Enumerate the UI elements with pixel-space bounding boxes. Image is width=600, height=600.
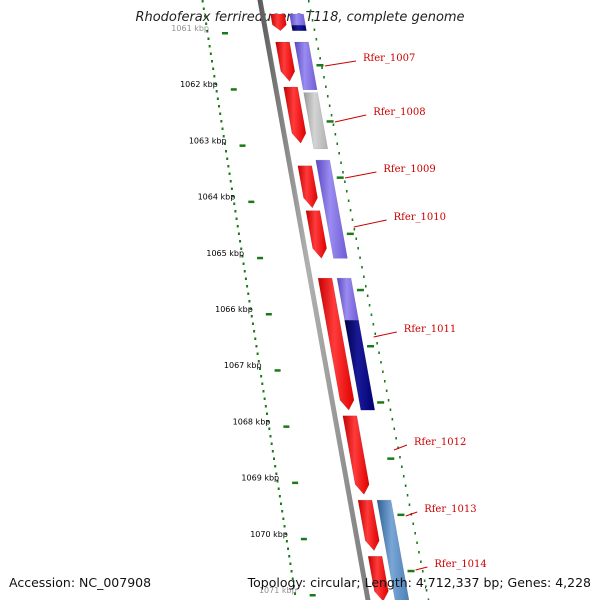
kbp-tick-mark <box>222 32 228 35</box>
reverse-cds-block <box>344 319 376 411</box>
gene-label-leader <box>373 331 397 338</box>
kbp-tick-label: 1065 kbp <box>206 249 244 258</box>
reverse-cds-block <box>294 41 318 91</box>
gene-label-leader <box>334 114 367 123</box>
cds-features <box>270 13 410 600</box>
gene-label[interactable]: Rfer_1014 <box>434 559 486 570</box>
reverse-cds-block <box>291 24 307 32</box>
kbp-tick-label: 1071 kbp <box>259 586 297 595</box>
kbp-tick-label: 1064 kbp <box>198 193 236 202</box>
gene-label[interactable]: Rfer_1013 <box>424 504 476 515</box>
track-tick-marks <box>316 64 415 573</box>
gene-label[interactable]: Rfer_1007 <box>363 53 415 64</box>
gene-label-leader <box>353 219 387 228</box>
genome-summary-text: Topology: circular; Length: 4,712,337 bp… <box>247 575 591 590</box>
kbp-tick-mark <box>274 369 281 372</box>
reverse-cds-block <box>315 159 348 259</box>
kbp-tick-label: 1062 kbp <box>180 80 218 89</box>
forward-cds-arrow <box>270 13 287 32</box>
kbp-tick-label: 1068 kbp <box>233 417 271 426</box>
genome-backbone <box>257 0 371 600</box>
kbp-tick-mark <box>239 144 246 147</box>
gene-label-leader <box>393 444 408 451</box>
reverse-cds-block <box>289 13 306 26</box>
forward-cds-arrow <box>275 41 296 82</box>
kbp-tick-label: 1063 kbp <box>189 136 227 145</box>
forward-cds-arrow <box>357 499 380 552</box>
reverse-cds-block <box>303 92 329 150</box>
gene-label[interactable]: Rfer_1008 <box>373 107 425 118</box>
gene-label-leader <box>324 60 357 67</box>
forward-cds-arrow <box>297 165 318 209</box>
kbp-tick-mark <box>257 256 264 260</box>
forward-cds-arrow <box>317 277 355 411</box>
forward-cds-arrow <box>283 86 307 144</box>
reverse-cds-block <box>336 277 359 321</box>
accession-text: Accession: NC_007908 <box>9 575 152 590</box>
reverse-cds-block <box>376 499 410 600</box>
kbp-tick-label: 1070 kbp <box>250 530 288 539</box>
gene-label-leader <box>344 171 377 179</box>
gene-labels: Rfer_1007 Rfer_1008 Rfer_1009 Rfer_1010 Rfer… <box>324 53 487 571</box>
kbp-tick-mark <box>309 594 316 597</box>
gene-label-leader <box>415 566 428 571</box>
kbp-tick-label: 1066 kbp <box>215 305 253 314</box>
inner-guide-dots <box>307 0 430 600</box>
kbp-tick-mark <box>292 481 299 485</box>
gene-label[interactable]: Rfer_1009 <box>383 164 435 175</box>
gene-label[interactable]: Rfer_1011 <box>404 324 456 335</box>
gene-label-leader <box>405 511 418 517</box>
kbp-tick-mark <box>265 313 272 316</box>
kbp-tick-label: 1067 kbp <box>224 361 262 370</box>
gene-label[interactable]: Rfer_1012 <box>414 437 466 448</box>
kbp-ticks: 1061 kbp 1062 kbp 1063 kbp 1064 kbp 1065 kbp… <box>171 24 316 597</box>
kbp-tick-label: 1069 kbp <box>241 474 279 483</box>
kbp-tick-mark <box>283 425 290 428</box>
forward-cds-arrow <box>342 415 370 495</box>
kbp-tick-mark <box>300 537 307 541</box>
gene-label[interactable]: Rfer_1010 <box>394 212 446 223</box>
forward-cds-arrow <box>305 210 327 259</box>
kbp-tick-mark <box>248 200 255 204</box>
kbp-tick-label: 1061 kbp <box>171 24 209 33</box>
kbp-tick-mark <box>230 88 237 91</box>
outer-guide-dots <box>201 0 297 595</box>
forward-cds-arrow <box>367 556 389 600</box>
